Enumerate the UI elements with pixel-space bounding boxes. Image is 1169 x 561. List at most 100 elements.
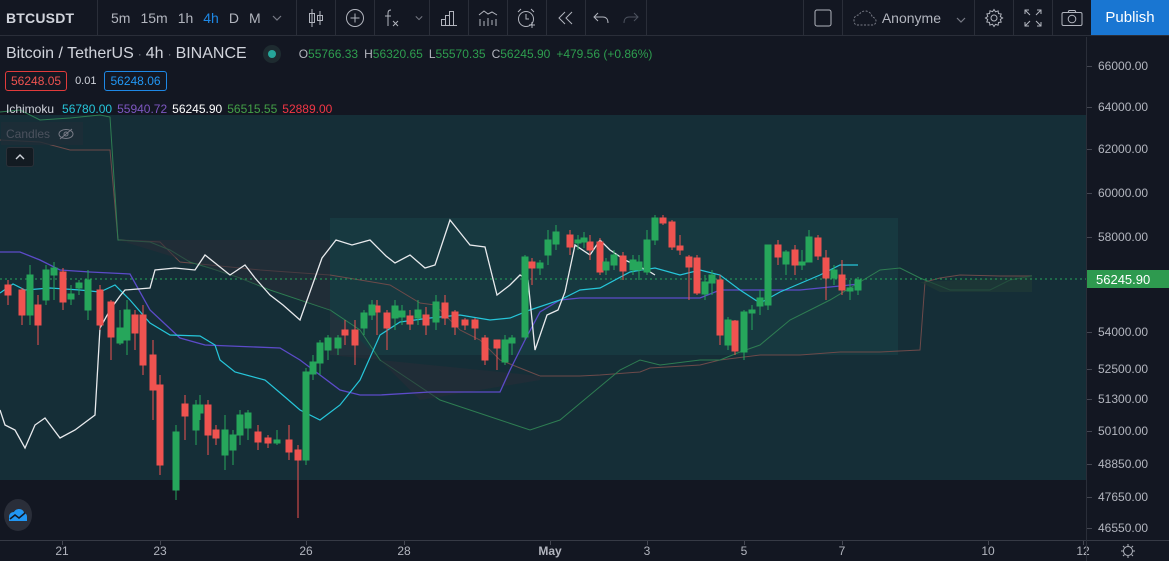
axis-tick bbox=[1087, 107, 1092, 108]
market-status-icon[interactable] bbox=[262, 45, 281, 63]
interval-d[interactable]: D bbox=[228, 9, 239, 26]
eye-off-icon[interactable] bbox=[58, 128, 74, 140]
date-label: 28 bbox=[397, 544, 411, 558]
price-label: 60000.00 bbox=[1098, 186, 1149, 200]
date-label: 26 bbox=[299, 544, 313, 558]
indicators-fx-icon[interactable] bbox=[375, 0, 409, 35]
collapse-legend-button[interactable] bbox=[6, 147, 34, 167]
axis-tick bbox=[647, 541, 648, 545]
interval-5m[interactable]: 5m bbox=[111, 9, 131, 26]
low-label: L bbox=[428, 47, 436, 61]
spread-value: 0.01 bbox=[75, 75, 97, 87]
account-menu[interactable]: Anonyme bbox=[843, 0, 974, 35]
account-name: Anonyme bbox=[881, 9, 941, 26]
alert-icon[interactable] bbox=[508, 0, 546, 35]
price-label: 58000.00 bbox=[1098, 230, 1149, 244]
candlestick-style-icon[interactable] bbox=[297, 0, 335, 35]
toolbar-divider bbox=[373, 0, 375, 35]
interval-1h[interactable]: 1h bbox=[177, 9, 194, 26]
chart-legend: Bitcoin / TetherUS · 4h · BINANCE O55766… bbox=[6, 44, 652, 64]
tradingview-logo-icon bbox=[9, 509, 27, 521]
price-label: 62000.00 bbox=[1098, 142, 1149, 156]
toolbar-divider bbox=[295, 0, 297, 35]
axis-tick bbox=[1087, 399, 1092, 400]
date-label: 3 bbox=[643, 544, 651, 558]
last-price-label: 56245.90 bbox=[1087, 270, 1169, 288]
toolbar-divider bbox=[841, 0, 843, 35]
high-value: 56320.65 bbox=[372, 47, 423, 61]
price-label: 54000.00 bbox=[1098, 325, 1149, 339]
open-label: O bbox=[298, 47, 309, 61]
price-label: 50100.00 bbox=[1098, 424, 1149, 438]
chevron-up-icon bbox=[15, 154, 25, 160]
toolbar-divider bbox=[334, 0, 336, 35]
price-chart bbox=[0, 109, 1086, 518]
axis-tick bbox=[842, 541, 843, 545]
axis-tick bbox=[1087, 369, 1092, 370]
high-label: H bbox=[364, 47, 373, 61]
fullscreen-icon[interactable] bbox=[1014, 0, 1052, 35]
legend-separator: · bbox=[167, 47, 172, 61]
close-value: 56245.90 bbox=[500, 47, 551, 61]
templates-icon[interactable] bbox=[469, 0, 507, 35]
span-b-value: 52889.00 bbox=[282, 102, 333, 116]
publish-button[interactable]: Publish bbox=[1091, 0, 1169, 35]
legend-separator: · bbox=[137, 47, 142, 61]
kijun-value: 55940.72 bbox=[117, 102, 168, 116]
price-axis[interactable]: 66000.00 64000.00 62000.00 60000.00 5800… bbox=[1086, 37, 1169, 540]
toolbar-divider bbox=[645, 0, 647, 35]
chevron-down-icon[interactable] bbox=[409, 0, 429, 35]
axis-tick bbox=[160, 541, 161, 545]
price-label: 66000.00 bbox=[1098, 59, 1149, 73]
toolbar-divider bbox=[545, 0, 547, 35]
ichimoku-name: Ichimoku bbox=[6, 102, 55, 116]
chevron-down-icon[interactable] bbox=[266, 15, 288, 21]
chart-pane[interactable]: Bitcoin / TetherUS · 4h · BINANCE O55766… bbox=[0, 37, 1086, 540]
compare-add-icon[interactable] bbox=[336, 0, 374, 35]
price-label: 48850.00 bbox=[1098, 457, 1149, 471]
axis-tick bbox=[1087, 464, 1092, 465]
close-label: C bbox=[491, 47, 501, 61]
axis-tick bbox=[404, 541, 405, 545]
redo-icon[interactable] bbox=[616, 0, 646, 35]
axis-tick bbox=[744, 541, 745, 545]
price-label: 64000.00 bbox=[1098, 100, 1149, 114]
toolbar-divider bbox=[584, 0, 586, 35]
date-label: 10 bbox=[981, 544, 995, 558]
screenshot-icon[interactable] bbox=[1053, 0, 1091, 35]
axis-tick bbox=[1087, 497, 1092, 498]
toolbar-divider bbox=[1052, 0, 1053, 35]
axis-tick bbox=[1083, 541, 1084, 545]
interval-15m[interactable]: 15m bbox=[140, 9, 168, 26]
price-label: 47650.00 bbox=[1098, 490, 1149, 504]
symbol-title[interactable]: Bitcoin / TetherUS bbox=[6, 45, 134, 62]
interval-selector: 5m 15m 1h 4h D M bbox=[98, 0, 296, 35]
span-a-value: 56515.55 bbox=[227, 102, 278, 116]
undo-icon[interactable] bbox=[586, 0, 616, 35]
symbol-legend: Bitcoin / TetherUS · 4h · BINANCE O55766… bbox=[6, 44, 652, 64]
legend-interval: 4h bbox=[145, 45, 164, 62]
date-label: 5 bbox=[740, 544, 748, 558]
price-label: 46550.00 bbox=[1098, 521, 1149, 535]
ichimoku-legend[interactable]: Ichimoku 56780.00 55940.72 56245.90 5651… bbox=[6, 102, 332, 116]
tenkan-value: 56780.00 bbox=[62, 102, 113, 116]
replay-icon[interactable] bbox=[547, 0, 585, 35]
time-axis[interactable]: 21 23 26 28 May 3 5 7 10 12 bbox=[0, 540, 1090, 561]
axis-tick bbox=[1087, 237, 1092, 238]
symbol-search-button[interactable]: BTCUSDT bbox=[6, 9, 75, 26]
interval-m[interactable]: M bbox=[248, 9, 261, 26]
axis-tick bbox=[62, 541, 63, 545]
interval-4h[interactable]: 4h bbox=[203, 9, 219, 26]
settings-icon[interactable] bbox=[975, 0, 1013, 35]
financials-icon[interactable] bbox=[430, 0, 468, 35]
chart-settings-corner[interactable] bbox=[1086, 540, 1169, 561]
price-label: 52500.00 bbox=[1098, 362, 1149, 376]
axis-tick bbox=[988, 541, 989, 545]
candles-legend[interactable]: Candles bbox=[1, 122, 83, 145]
date-label: 7 bbox=[838, 544, 846, 558]
chikou-value: 56245.90 bbox=[172, 102, 223, 116]
layout-icon[interactable] bbox=[804, 0, 842, 35]
sell-price-button[interactable]: 56248.05 bbox=[5, 71, 68, 91]
tradingview-logo[interactable] bbox=[4, 499, 32, 531]
buy-price-button[interactable]: 56248.06 bbox=[104, 71, 167, 91]
